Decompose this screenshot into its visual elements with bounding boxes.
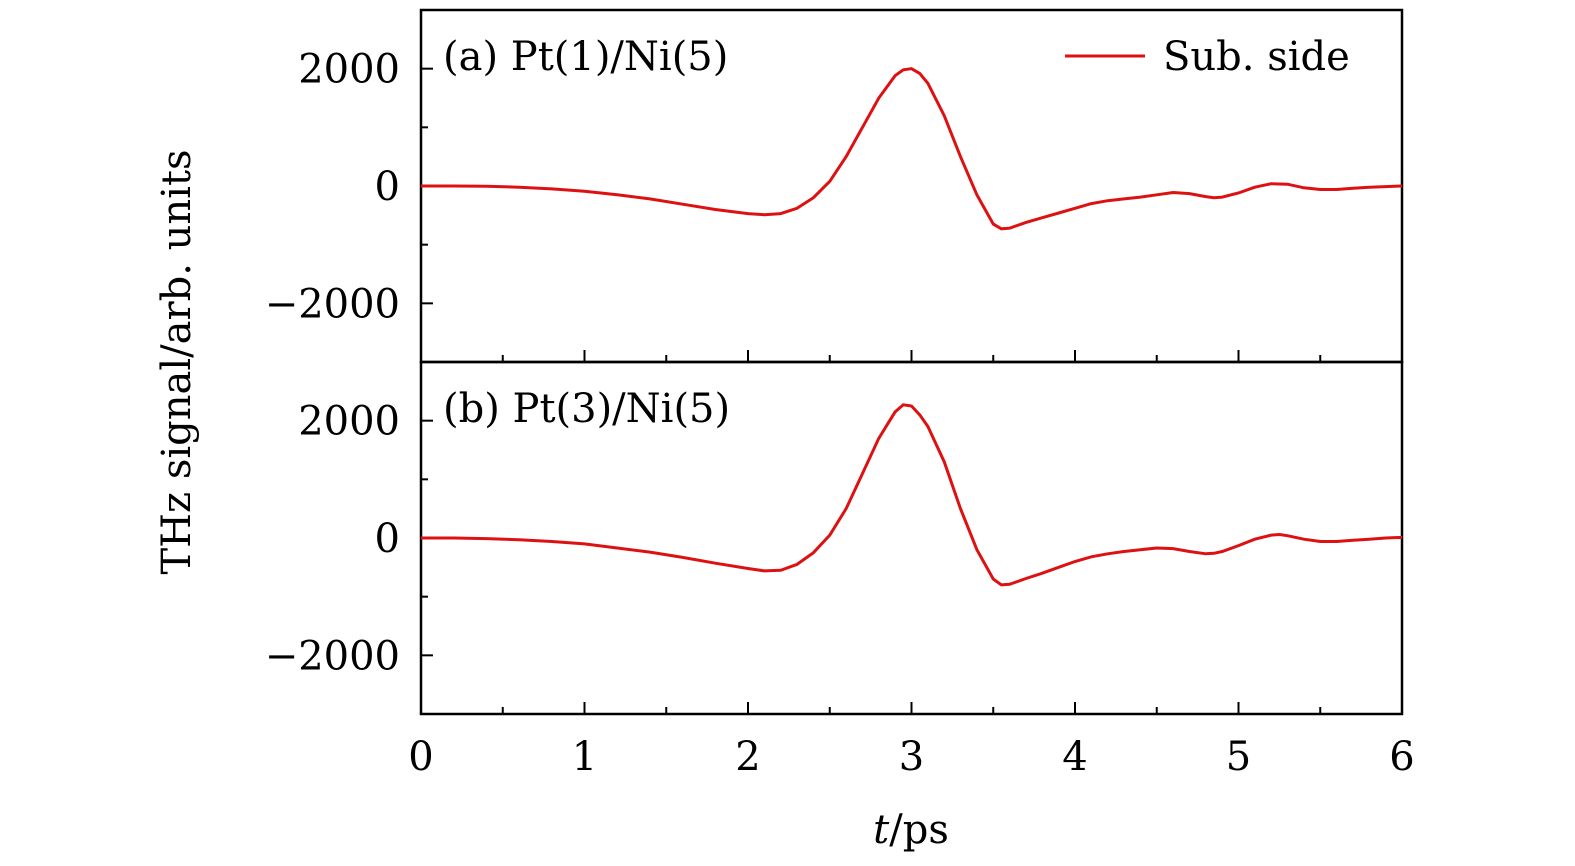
x-tick-label: 5 — [1226, 734, 1251, 780]
legend-label: Sub. side — [1163, 34, 1350, 80]
x-tick-label: 2 — [735, 734, 760, 780]
x-tick-label: 3 — [899, 734, 924, 780]
panel-b-ytick-label: 0 — [375, 516, 400, 562]
panel-a-series-line — [421, 67, 1403, 231]
x-axis-title: t/ps — [873, 807, 949, 853]
panel-b-ytick-label: 2000 — [298, 399, 400, 445]
x-tick-label: 1 — [572, 734, 597, 780]
panel-a-ytick-label: 0 — [375, 164, 400, 210]
panel-a-ytick-label: −2000 — [265, 281, 400, 327]
x-tick-label: 6 — [1389, 734, 1414, 780]
y-axis-title: THz signal/arb. units — [154, 149, 200, 574]
x-axis-title-var: t — [873, 807, 890, 853]
x-tick-label: 0 — [408, 734, 433, 780]
panel-b-ytick-labels: −2000 0 2000 — [265, 399, 400, 680]
panel-a-label: (a) Pt(1)/Ni(5) — [443, 34, 728, 80]
panel-a-ytick-labels: −2000 0 2000 — [265, 47, 400, 328]
panel-b-ytick-label: −2000 — [265, 633, 400, 679]
x-tick-label: 4 — [1062, 734, 1087, 780]
panel-b-series-line — [421, 403, 1403, 587]
x-axis-title-unit: /ps — [889, 807, 949, 853]
x-tick-labels: 0 1 2 3 4 5 6 — [408, 734, 1414, 780]
panel-b: −2000 0 2000 (b) Pt(3)/Ni(5) — [265, 360, 1404, 716]
panel-a-ytick-label: 2000 — [298, 47, 400, 93]
panel-a: −2000 0 2000 (a) Pt(1)/Ni(5) Sub. side — [265, 8, 1404, 364]
panel-b-label: (b) Pt(3)/Ni(5) — [443, 386, 730, 432]
panel-b-ticks — [420, 361, 1403, 715]
